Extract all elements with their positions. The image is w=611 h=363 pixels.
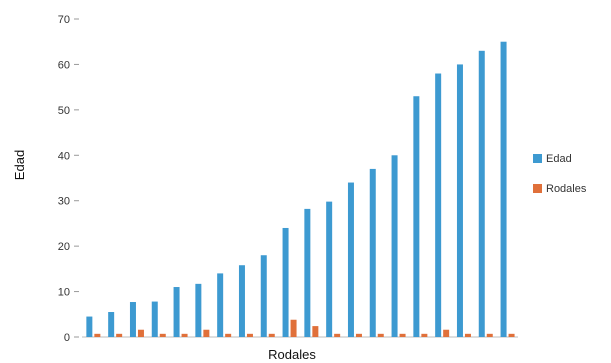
y-tick-label: 30	[58, 196, 70, 208]
bar-edad-9	[260, 255, 267, 337]
y-axis-title: Edad	[12, 150, 27, 180]
bar-rodales-4	[159, 333, 166, 337]
bar-rodales-18	[464, 333, 471, 337]
y-tick-label: 60	[58, 59, 70, 71]
bar-edad-10	[282, 227, 289, 337]
bar-rodales-5	[181, 333, 188, 337]
bar-rodales-6	[203, 329, 210, 337]
y-tick-label: 20	[58, 241, 70, 253]
legend-label-rodales: Rodales	[546, 183, 587, 195]
bar-rodales-20	[508, 333, 515, 337]
bar-edad-19	[478, 50, 485, 338]
bar-rodales-19	[486, 333, 493, 337]
bar-edad-15	[391, 155, 398, 337]
legend-swatch-edad	[533, 154, 542, 163]
bar-edad-8	[238, 265, 245, 337]
bar-edad-11	[304, 208, 311, 337]
bar-rodales-1	[94, 333, 101, 337]
bar-edad-16	[413, 96, 420, 337]
bar-edad-2	[108, 312, 115, 337]
bar-rodales-13	[355, 333, 362, 337]
bar-edad-18	[456, 64, 463, 337]
bar-rodales-16	[421, 333, 428, 337]
bar-edad-17	[435, 73, 442, 337]
bar-edad-4	[151, 301, 158, 337]
y-tick-label: 10	[58, 287, 70, 299]
bar-edad-14	[369, 168, 376, 337]
bar-rodales-3	[137, 329, 144, 337]
bar-rodales-10	[290, 319, 297, 337]
y-tick-label: 50	[58, 105, 70, 117]
y-tick-label: 0	[64, 332, 70, 344]
bar-rodales-11	[312, 326, 319, 337]
legend-swatch-rodales	[533, 184, 542, 193]
bar-edad-13	[347, 182, 354, 337]
bar-rodales-14	[377, 333, 384, 337]
bar-edad-1	[86, 316, 93, 337]
bars	[86, 41, 515, 338]
bar-edad-20	[500, 41, 507, 337]
bar-edad-5	[173, 287, 180, 337]
y-axis-ticks: 0 10 20 30 40 50 60 70	[58, 14, 79, 344]
bar-rodales-2	[116, 333, 123, 337]
bar-rodales-8	[246, 333, 253, 337]
bar-rodales-12	[334, 333, 341, 337]
bar-edad-6	[195, 283, 202, 337]
y-tick-label: 70	[58, 14, 70, 26]
bar-edad-3	[129, 302, 136, 337]
y-tick-label: 40	[58, 150, 70, 162]
legend-label-edad: Edad	[546, 153, 572, 165]
bar-edad-12	[326, 201, 333, 337]
bar-rodales-9	[268, 333, 275, 337]
bar-rodales-7	[225, 333, 232, 337]
bar-rodales-15	[399, 333, 406, 337]
legend: Edad Rodales	[533, 153, 587, 195]
x-axis-title: Rodales	[268, 347, 316, 362]
bar-rodales-17	[443, 329, 450, 337]
bar-edad-7	[217, 273, 224, 337]
